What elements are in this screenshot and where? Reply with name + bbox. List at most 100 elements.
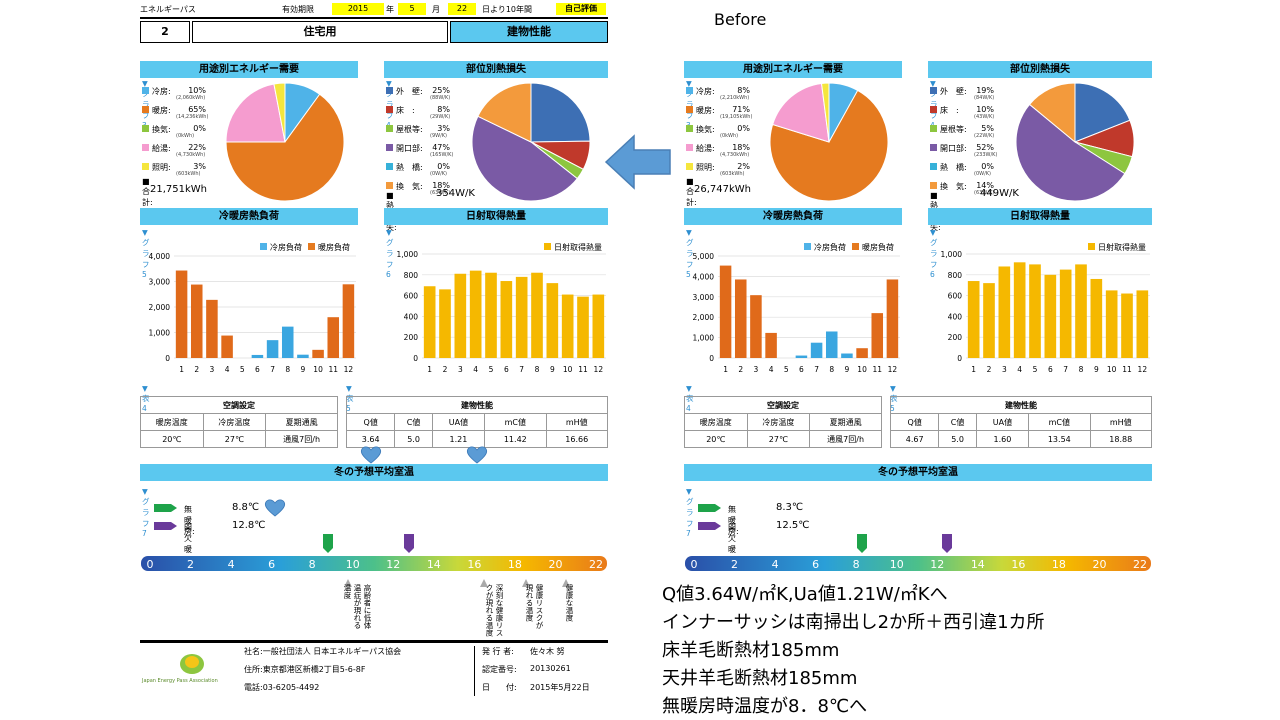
y-tick-label: 3,000 [149, 278, 171, 287]
bar [327, 317, 340, 358]
perf-cell: 建物性能 [450, 21, 608, 43]
issuer-label: 発 行 者: [482, 647, 514, 656]
bar [765, 332, 777, 358]
legend-pct: 3% [193, 162, 206, 171]
x-tick-label: 7 [519, 365, 524, 374]
table-title: 建物性能 [890, 396, 1152, 414]
x-tick-label: 1 [427, 365, 432, 374]
table-cell: 5.0 [394, 430, 433, 448]
x-tick-label: 1 [723, 365, 728, 374]
legend-pct: 0% [437, 162, 450, 171]
legend-label: 外 壁: [396, 87, 423, 96]
bar [500, 281, 513, 358]
x-tick-label: 8 [829, 365, 834, 374]
table-header: 暖房温度 [684, 413, 748, 431]
scale-label: 20 [1092, 558, 1106, 571]
building-perf-table: 建物性能 Q値 C値 UA値 mC値 mH値 3.64 5.0 1.21 11.42 16.66 [345, 396, 609, 448]
graph5-label: ▼グラフ5 [686, 228, 694, 279]
bar [281, 326, 294, 358]
legend-pct: 0% [737, 124, 750, 133]
scale-label: 2 [187, 558, 194, 571]
legend-cool: 冷房負荷 [814, 243, 846, 252]
note-1: Q値3.64W/㎡K,Ua値1.21W/㎡Kへ [662, 584, 948, 605]
x-tick-label: 5 [1033, 365, 1038, 374]
energy-legend-item: 給湯: 18% [686, 143, 750, 154]
temperature-scale: 0 2 4 6 8 10 12 14 16 18 20 22 [685, 556, 1151, 571]
x-tick-label: 8 [1079, 365, 1084, 374]
legend-label: 冷房: [152, 87, 171, 96]
legend-label: 換 気: [396, 182, 423, 191]
energy-legend-item: 照明: 2% [686, 162, 750, 173]
scale-label: 4 [228, 558, 235, 571]
table-cell: 5.0 [938, 430, 977, 448]
scale-label: 0 [691, 558, 698, 571]
energy-pie-slice-3 [225, 83, 286, 143]
x-tick-label: 8 [535, 365, 540, 374]
energy-legend-item: 換気: 0% [686, 124, 750, 135]
legend-sub: (63W/K) [430, 190, 451, 196]
bar [342, 284, 355, 358]
risk-marker-3 [522, 572, 530, 591]
x-tick-label: 9 [550, 365, 555, 374]
loss-legend-item: 外 壁: 25% [386, 86, 450, 97]
table-header: mC値 [1028, 413, 1091, 431]
footer-rule [140, 640, 608, 643]
legend-pct: 10% [976, 105, 994, 114]
loss-pie-slice-5 [1028, 82, 1076, 144]
scale-label: 22 [1133, 558, 1147, 571]
bar [531, 272, 543, 358]
table-title: 建物性能 [346, 396, 608, 414]
x-tick-label: 11 [328, 365, 338, 374]
table-header: 暖房温度 [140, 413, 204, 431]
winter-temp-title: 冬の予想平均室温 [140, 464, 608, 481]
legend-pct: 2% [737, 162, 750, 171]
note-4: 天井羊毛断熱材185mm [662, 668, 858, 689]
hvac-settings-table: 空調設定 暖房温度 冷房温度 夏期通風 20℃ 27℃ 通風7回/h [684, 396, 882, 448]
table-header: UA値 [975, 413, 1030, 431]
legend-swatch [386, 125, 393, 132]
legend-label: 換気: [152, 125, 171, 134]
legend-label: 照明: [696, 163, 715, 172]
legend-label: 換 気: [940, 182, 967, 191]
legend-label: 照明: [152, 163, 171, 172]
legend-swatch [386, 163, 393, 170]
loss-pie-slice-3 [471, 115, 578, 202]
month-value: 5 [398, 3, 426, 15]
x-tick-label: 1 [179, 365, 184, 374]
x-tick-label: 10 [563, 365, 573, 374]
risk-note-1: 高齢者に低体温症が現れる温度 [343, 584, 372, 629]
legend-pct: 0% [193, 124, 206, 133]
legend-label: 屋根等: [396, 125, 423, 134]
bar [297, 354, 309, 358]
scale-label: 14 [971, 558, 985, 571]
bar [1044, 274, 1057, 358]
use-cell: 住宅用 [192, 21, 448, 43]
legend-label: 暖房: [152, 106, 171, 115]
bar [175, 270, 188, 358]
bar [841, 353, 853, 358]
legend-sub: (2,210kWh) [720, 95, 750, 101]
loss-legend-item: 屋根等: 5% [930, 124, 994, 135]
loss-legend-item: 換 気: 14% [930, 181, 994, 192]
num-cell: 2 [140, 21, 190, 43]
loss-legend-item: 開口部: 47% [386, 143, 450, 154]
y-tick-label: 0 [709, 354, 714, 363]
y-tick-label: 800 [948, 271, 963, 280]
energy-legend-item: 照明: 3% [142, 162, 206, 173]
bar [795, 355, 808, 358]
table-cell: 16.66 [545, 430, 609, 448]
y-tick-label: 0 [165, 354, 170, 363]
hvac-load-title: 冷暖房熱負荷 [140, 208, 358, 225]
table-header: UA値 [431, 413, 486, 431]
legend-sub: (29W/K) [430, 114, 451, 120]
energy-demand-title: 用途別エネルギー需要 [140, 61, 358, 78]
solar-legend: 日射取得熱量 [544, 242, 602, 253]
x-tick-label: 2 [738, 365, 743, 374]
heart-ua-icon [466, 446, 488, 464]
risk-marker-4 [562, 572, 570, 591]
energy-total-label: ■合計: [686, 177, 697, 207]
scale-label: 10 [346, 558, 360, 571]
solar-gain-title: 日射取得熱量 [928, 208, 1152, 225]
graph7-label: ▼グラフ7 [142, 487, 150, 538]
